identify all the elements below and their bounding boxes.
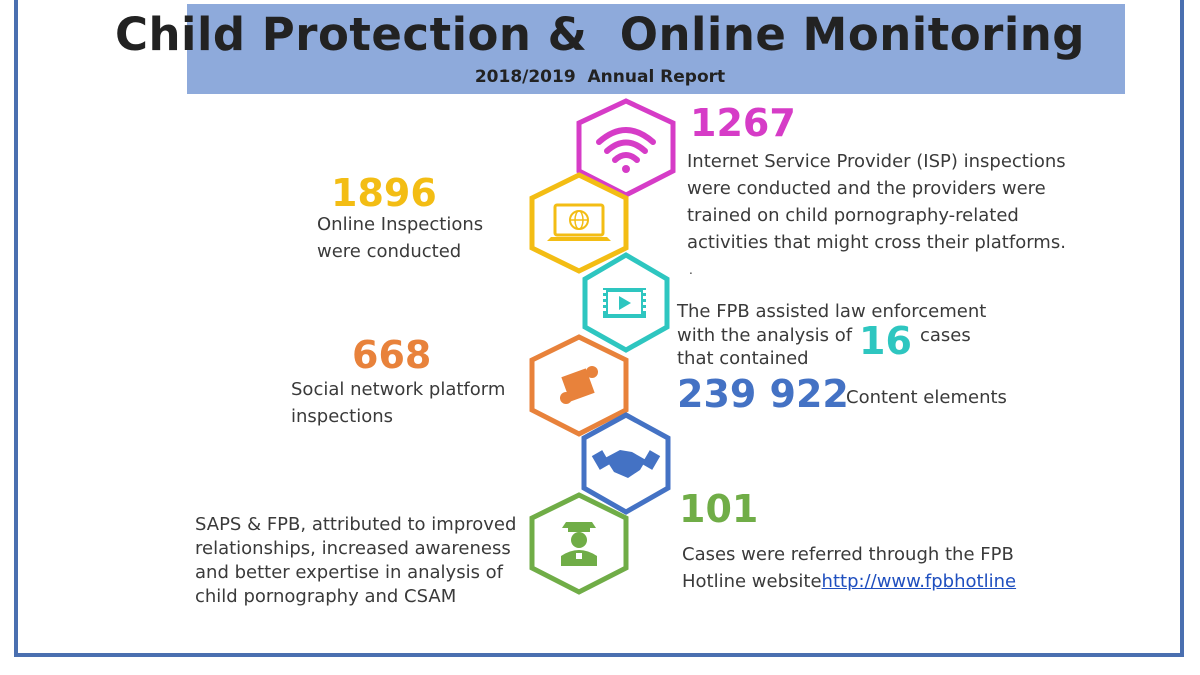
law-case-count: 16 [859,319,912,363]
handshake-icon [591,450,661,478]
social-description: Social network platform inspections [291,376,505,430]
law-line-1: The FPB assisted law enforcement [677,301,987,322]
social-line-2: inspections [291,406,394,427]
isp-description: Internet Service Provider (ISP) inspecti… [687,148,1066,256]
hex-law [582,252,670,353]
online-line-2: were conducted [317,241,462,262]
isp-trailing-dot: . [689,263,693,277]
content-count: 239 922 [677,372,849,416]
page-subtitle: 2018/2019 Annual Report [474,67,726,87]
saps-description: SAPS & FPB, attributed to improved relat… [195,513,516,609]
social-line-1: Social network platform [291,379,506,400]
video-play-icon [603,288,646,318]
hotline-line-2-text: Hotline website [682,571,822,592]
hex-isp [576,98,676,198]
hex-hotline [581,412,671,515]
hotline-link[interactable]: http://www.fpbhotline [821,571,1017,592]
law-line-2a: with the analysis of [677,325,853,346]
online-count: 1896 [331,171,437,215]
isp-line-1: Internet Service Provider (ISP) inspecti… [687,151,1066,172]
header-banner [187,4,1125,94]
hex-saps [529,492,629,595]
hotline-line-1: Cases were referred through the FPB [682,544,1014,565]
isp-line-4: activities that might cross their platfo… [687,232,1066,253]
hex-social [529,334,629,437]
social-count: 668 [352,333,432,377]
saps-line-4: child pornography and CSAM [195,586,457,607]
hotline-line-2: Hotline websitehttp://www.fpbhotline [682,568,1016,595]
police-officer-icon [561,522,597,566]
isp-count: 1267 [690,101,796,145]
isp-line-2: were conducted and the providers were [687,178,1046,199]
hex-online [529,172,629,274]
law-line-2b: cases [920,325,971,346]
hotline-count: 101 [679,487,759,531]
online-description: Online Inspections were conducted [317,211,483,265]
content-label: Content elements [846,387,1007,408]
page-title: Child Protection & Online Monitoring [114,8,1086,61]
law-line-3: that contained [677,348,809,369]
puzzle-icon [560,366,598,404]
online-line-1: Online Inspections [317,214,484,235]
laptop-globe-icon [547,203,611,241]
saps-line-2: relationships, increased awareness [195,538,511,559]
saps-line-1: SAPS & FPB, attributed to improved [195,514,517,535]
saps-line-3: and better expertise in analysis of [195,562,504,583]
page-frame [14,0,1184,657]
isp-line-3: trained on child pornography-related [687,205,1019,226]
wifi-icon [596,127,656,173]
